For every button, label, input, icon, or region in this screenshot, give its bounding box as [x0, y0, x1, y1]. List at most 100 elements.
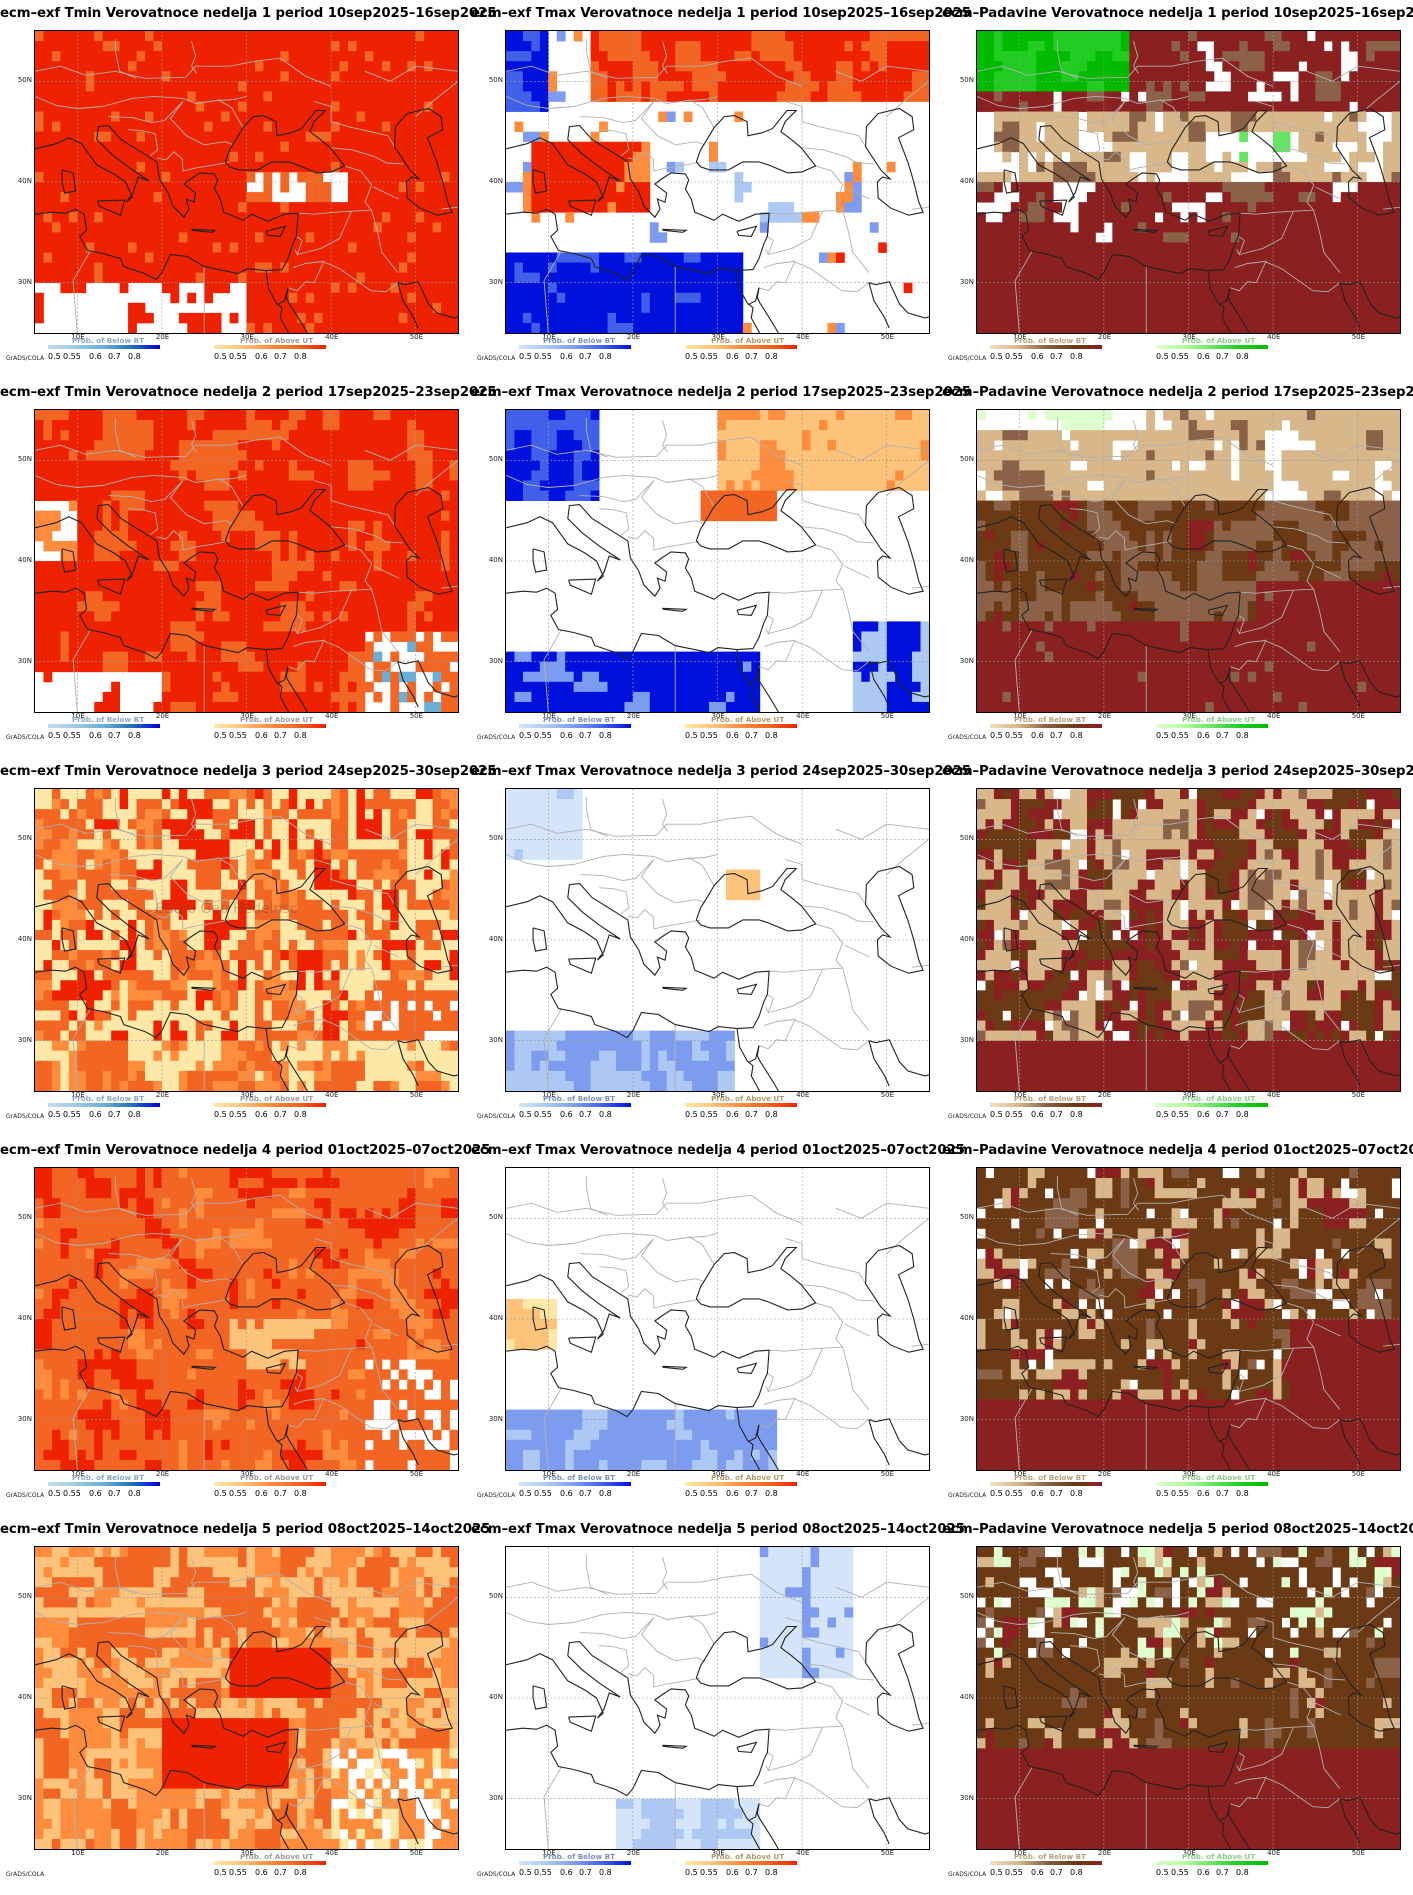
colorbar-tick-label: 0.8	[128, 1110, 141, 1119]
colorbar-tick-label: 0.5	[48, 1489, 61, 1498]
colorbar-title: Prob. of Above UT	[240, 1852, 314, 1861]
tmin-probability-map: ecm–exf Tmin Verovatnoce nedelja 4 perio…	[0, 1137, 490, 1516]
grads-cola-label: GrADS/COLA	[948, 734, 987, 741]
colorbar-tick-label: 0.5	[990, 731, 1003, 740]
latitude-label: 40N	[959, 1314, 974, 1322]
longitude-label: 10E	[542, 333, 556, 341]
colorbar-title: Prob. of Above UT	[711, 336, 785, 345]
tmax-probability-map: ecm–exf Tmax Verovatnoce nedelja 5 perio…	[471, 1516, 965, 1895]
latitude-label: 40N	[488, 1314, 503, 1322]
colorbar-gradient	[990, 1482, 1102, 1486]
colorbar-tick-label: 0.55	[534, 1489, 552, 1498]
precip-map-title: ecm–Padavine Verovatnoce nedelja 1 perio…	[942, 6, 1413, 21]
longitude-label: 20E	[626, 333, 641, 341]
latitude-label: 40N	[488, 935, 503, 943]
colorbar: Prob. of Above UT 0.5 0.55 0.6 0.7 0.8	[685, 715, 825, 741]
colorbar-tick-label: 0.8	[765, 352, 778, 361]
colorbar-gradient	[214, 724, 326, 728]
tmax-map-title: ecm–exf Tmax Verovatnoce nedelja 3 perio…	[471, 764, 971, 779]
colorbar-tick-label: 0.55	[1005, 1868, 1023, 1877]
colorbar-tick-label: 0.55	[229, 731, 247, 740]
colorbar-tick-label: 0.8	[1070, 352, 1083, 361]
latitude-label: 40N	[959, 935, 974, 943]
colorbar-tick-label: 0.6	[1031, 731, 1044, 740]
map-frame	[34, 1546, 459, 1850]
longitude-label: 20E	[155, 1470, 170, 1478]
map-canvas	[977, 31, 1400, 333]
map-field-cells	[506, 1298, 778, 1470]
longitude-label: 30E	[1182, 712, 1196, 720]
map-canvas	[35, 31, 458, 333]
longitude-label: 20E	[626, 1849, 641, 1857]
colorbar-title: Prob. of Above UT	[1182, 336, 1256, 345]
grads-cola-label: GrADS/COLA	[477, 734, 516, 741]
latitude-label: 50N	[488, 1213, 503, 1222]
map-field-cells	[35, 1168, 458, 1470]
colorbar: Prob. of Above UT 0.5 0.55 0.6 0.7 0.8	[1156, 715, 1296, 741]
latitude-label: 30N	[959, 277, 974, 286]
colorbar-tick-label: 0.6	[560, 1110, 573, 1119]
latitude-label: 40N	[17, 556, 32, 564]
colorbar-tick-label: 0.8	[599, 1868, 612, 1877]
coastlines	[35, 865, 458, 1091]
longitude-label: 10E	[1013, 712, 1027, 720]
colorbar-tick-label: 0.55	[700, 731, 718, 740]
map-field-cells	[35, 410, 458, 712]
precip-probability-map: ecm–Padavine Verovatnoce nedelja 5 perio…	[942, 1516, 1413, 1895]
longitude-label: 30E	[711, 1849, 725, 1857]
colorbar-tick-label: 0.6	[255, 1489, 268, 1498]
grads-cola-label: GrADS/COLA	[477, 1871, 516, 1878]
colorbar: Prob. of Above UT 0.5 0.55 0.6 0.7 0.8	[214, 1852, 354, 1878]
longitude-label: 40E	[325, 1470, 339, 1478]
longitude-label: 10E	[542, 1091, 556, 1099]
colorbar-tick-label: 0.8	[1070, 731, 1083, 740]
map-canvas	[506, 1168, 929, 1470]
map-field-cells	[977, 789, 1400, 1091]
latitude-label: 30N	[17, 277, 32, 286]
longitude-label: 10E	[71, 712, 85, 720]
colorbar-gradient	[990, 345, 1102, 349]
colorbar-tick-label: 0.5	[214, 1489, 227, 1498]
colorbar: Prob. of Below BT 0.5 0.55 0.6 0.7 0.8	[48, 1094, 188, 1120]
country-borders	[977, 1176, 1400, 1470]
colorbar-gradient	[48, 1482, 160, 1486]
precip-probability-map: ecm–Padavine Verovatnoce nedelja 1 perio…	[942, 0, 1413, 379]
latitude-label: 50N	[488, 834, 503, 843]
longitude-label: 30E	[240, 1470, 254, 1478]
map-frame	[976, 1546, 1401, 1850]
latitude-label: 40N	[17, 1693, 32, 1701]
colorbar-gradient	[1156, 345, 1268, 349]
colorbar-tick-label: 0.55	[700, 1489, 718, 1498]
grads-cola-label: GrADS/COLA	[477, 1113, 516, 1120]
longitude-label: 40E	[1267, 333, 1281, 341]
map-canvas	[977, 1547, 1400, 1849]
colorbar-tick-label: 0.6	[560, 731, 573, 740]
longitude-label: 50E	[409, 712, 424, 720]
longitude-label: 40E	[325, 712, 339, 720]
map-frame	[505, 1546, 930, 1850]
coastlines	[977, 1623, 1400, 1849]
precip-map-title: ecm–Padavine Verovatnoce nedelja 4 perio…	[942, 1143, 1413, 1158]
map-gridlines	[506, 1168, 929, 1470]
latitude-label: 40N	[959, 1693, 974, 1701]
colorbar-title: Prob. of Above UT	[711, 1852, 785, 1861]
colorbar-tick-label: 0.6	[726, 1110, 739, 1119]
latitude-label: 50N	[17, 1213, 32, 1222]
colorbar-title: Prob. of Above UT	[1182, 1473, 1256, 1482]
latitude-label: 50N	[17, 76, 32, 85]
longitude-label: 10E	[542, 712, 556, 720]
latitude-label: 50N	[959, 834, 974, 843]
colorbar-tick-label: 0.55	[534, 1868, 552, 1877]
longitude-label: 40E	[325, 1849, 339, 1857]
colorbar-tick-label: 0.5	[685, 731, 698, 740]
longitude-label: 40E	[1267, 712, 1281, 720]
colorbar-title: Prob. of Below BT	[1014, 1852, 1086, 1861]
colorbar: Prob. of Below BT 0.5 0.55 0.6 0.7 0.8	[519, 1094, 659, 1120]
colorbar-tick-label: 0.6	[726, 731, 739, 740]
longitude-label: 50E	[880, 712, 895, 720]
longitude-label: 30E	[1182, 1091, 1196, 1099]
longitude-label: 40E	[1267, 1849, 1281, 1857]
coastlines	[506, 865, 929, 1091]
colorbar-tick-label: 0.5	[48, 731, 61, 740]
colorbar-tick-label: 0.6	[560, 1868, 573, 1877]
